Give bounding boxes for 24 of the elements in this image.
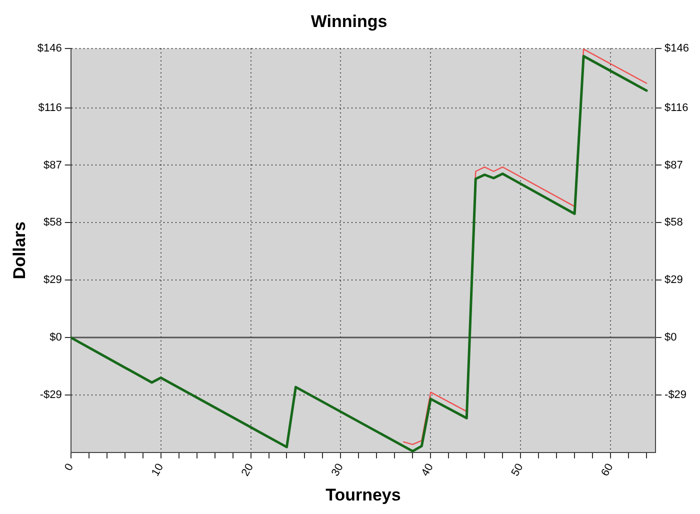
y2-tick-label: $29	[664, 274, 683, 286]
y-tick-label: $0	[50, 332, 62, 344]
x-tick-label: 10	[150, 462, 166, 478]
y2-tick-label: -$29	[664, 389, 687, 402]
y2-tick-label: $58	[664, 216, 683, 229]
x-tick-label: 20	[239, 462, 256, 478]
y-tick-label: -$29	[40, 389, 62, 402]
chart-title: Winnings	[310, 12, 388, 31]
x-tick-label: 50	[509, 462, 526, 478]
y-axis-title: Dollars	[10, 222, 29, 280]
x-tick-label: 60	[599, 462, 616, 478]
y2-tick-label: $116	[664, 102, 688, 114]
x-tick-label: 30	[329, 462, 346, 478]
y2-tick-label: $87	[664, 159, 683, 172]
x-tick-label: 40	[419, 462, 436, 478]
y2-tick-label: $0	[664, 332, 677, 344]
y-tick-label: $87	[44, 159, 62, 172]
y-tick-label: $116	[38, 102, 62, 114]
y2-tick-label: $146	[664, 42, 690, 54]
x-tick-label: 0	[62, 462, 76, 474]
y-tick-label: $29	[44, 274, 62, 286]
y-tick-label: $146	[37, 42, 62, 54]
x-axis-title: Tourneys	[326, 485, 401, 504]
y-tick-label: $58	[44, 216, 62, 229]
